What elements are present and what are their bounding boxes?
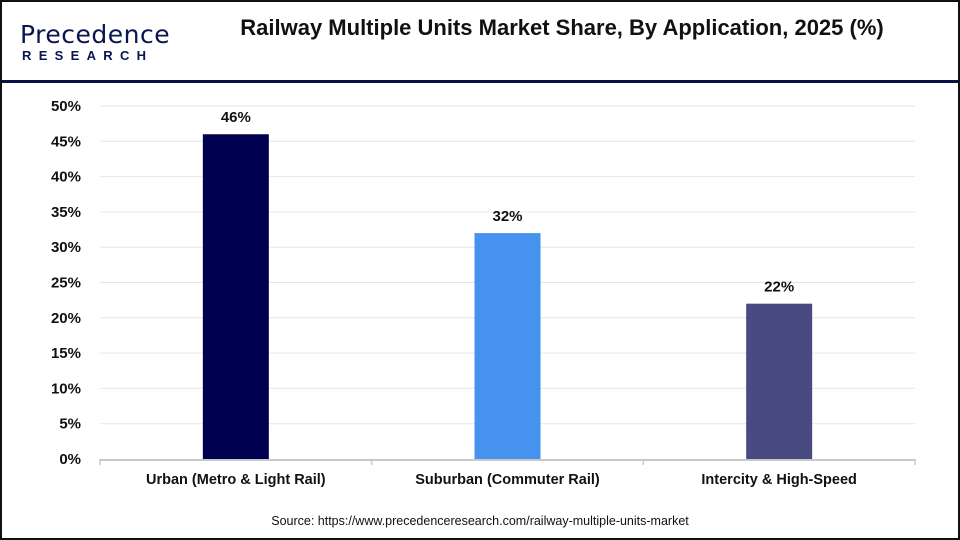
y-tick-label: 30% xyxy=(51,239,81,256)
x-category-label: Suburban (Commuter Rail) xyxy=(415,472,600,488)
bar xyxy=(474,233,541,459)
data-label: 46% xyxy=(221,109,251,126)
y-tick-label: 15% xyxy=(51,345,81,362)
data-label: 32% xyxy=(492,208,522,225)
logo-sub-text: RESEARCH xyxy=(22,48,154,63)
data-label: 22% xyxy=(764,279,794,296)
y-tick-label: 20% xyxy=(51,310,81,327)
y-tick-label: 0% xyxy=(59,451,81,468)
x-category-label: Urban (Metro & Light Rail) xyxy=(146,472,326,488)
source-note: Source: https://www.precedenceresearch.c… xyxy=(271,514,689,528)
chart-title: Railway Multiple Units Market Share, By … xyxy=(240,15,884,40)
bar xyxy=(746,303,813,459)
bar xyxy=(202,134,269,460)
precedence-research-logo: Precedence RESEARCH xyxy=(20,20,170,65)
y-tick-label: 35% xyxy=(51,204,81,221)
x-category-label: Intercity & High-Speed xyxy=(701,472,857,488)
header-divider xyxy=(2,80,958,83)
y-tick-label: 45% xyxy=(51,133,81,150)
y-tick-label: 5% xyxy=(59,416,81,433)
y-tick-label: 40% xyxy=(51,169,81,186)
y-tick-label: 10% xyxy=(51,380,81,397)
y-tick-label: 50% xyxy=(51,98,81,115)
logo-main-text: Precedence xyxy=(20,20,171,49)
y-tick-label: 25% xyxy=(51,275,81,292)
